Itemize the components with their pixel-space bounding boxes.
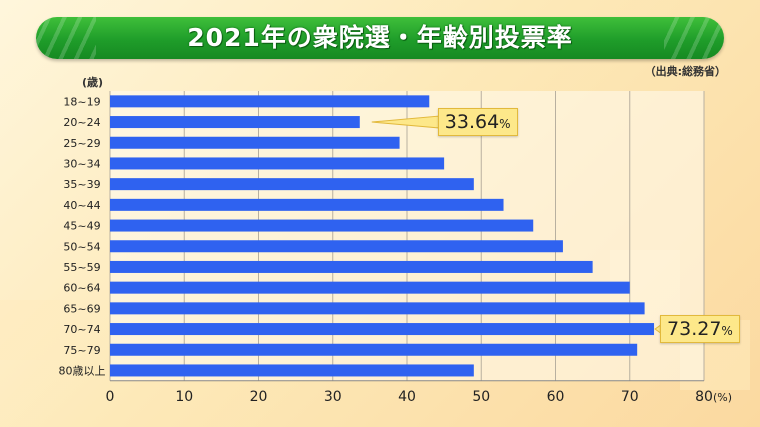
category-label: 35~39 bbox=[63, 178, 100, 191]
category-label: 70~74 bbox=[63, 323, 100, 336]
bar bbox=[110, 240, 563, 253]
x-tick-label: 50 bbox=[472, 389, 490, 405]
source-note: （出典:総務省） bbox=[644, 65, 726, 78]
category-label: 60~64 bbox=[63, 282, 100, 295]
bar bbox=[110, 260, 593, 273]
x-tick-label: 20 bbox=[250, 389, 268, 405]
bar bbox=[110, 157, 445, 170]
bar bbox=[110, 198, 504, 211]
x-tick-label: 40 bbox=[398, 389, 416, 405]
x-tick-label: 60 bbox=[547, 389, 565, 405]
bar bbox=[110, 219, 534, 232]
bar bbox=[110, 95, 430, 108]
callout-unit: % bbox=[721, 324, 733, 339]
callout-unit: % bbox=[499, 117, 511, 132]
bar bbox=[110, 302, 645, 315]
bar bbox=[110, 364, 474, 377]
category-label: 65~69 bbox=[63, 302, 100, 315]
y-axis-unit: (歳) bbox=[82, 76, 104, 89]
x-tick-label: 30 bbox=[324, 389, 342, 405]
title-stripe-left bbox=[36, 17, 96, 59]
bar bbox=[110, 136, 400, 149]
category-label: 18~19 bbox=[63, 95, 100, 108]
title-banner: 2021年の衆院選・年齢別投票率 bbox=[36, 17, 724, 59]
bar bbox=[110, 281, 630, 294]
category-label: 40~44 bbox=[63, 199, 100, 212]
bar bbox=[110, 178, 474, 191]
x-tick-label: 70 bbox=[621, 389, 639, 405]
value-callout: 33.64% bbox=[437, 108, 518, 137]
x-tick-label: 0 bbox=[106, 389, 115, 405]
x-axis-unit: (%) bbox=[713, 391, 732, 404]
bar bbox=[110, 343, 638, 356]
category-label: 20~24 bbox=[63, 116, 100, 129]
category-label: 55~59 bbox=[63, 261, 100, 274]
x-tick-label: 10 bbox=[175, 389, 193, 405]
category-label: 50~54 bbox=[63, 240, 100, 253]
title-stripe-right bbox=[664, 17, 724, 59]
category-label: 80歳以上 bbox=[59, 364, 106, 377]
category-label: 30~34 bbox=[63, 157, 100, 170]
callout-value: 73.27 bbox=[667, 318, 722, 341]
value-callout: 73.27% bbox=[660, 315, 740, 344]
chart-title: 2021年の衆院選・年齢別投票率 bbox=[187, 23, 573, 52]
category-label: 45~49 bbox=[63, 220, 100, 233]
category-label: 25~29 bbox=[63, 137, 100, 150]
background-tile bbox=[0, 300, 60, 360]
bar bbox=[110, 116, 360, 129]
callout-value: 33.64 bbox=[444, 111, 500, 134]
category-label: 75~79 bbox=[63, 344, 100, 357]
bar bbox=[110, 323, 655, 336]
x-tick-label: 80 bbox=[695, 389, 713, 405]
